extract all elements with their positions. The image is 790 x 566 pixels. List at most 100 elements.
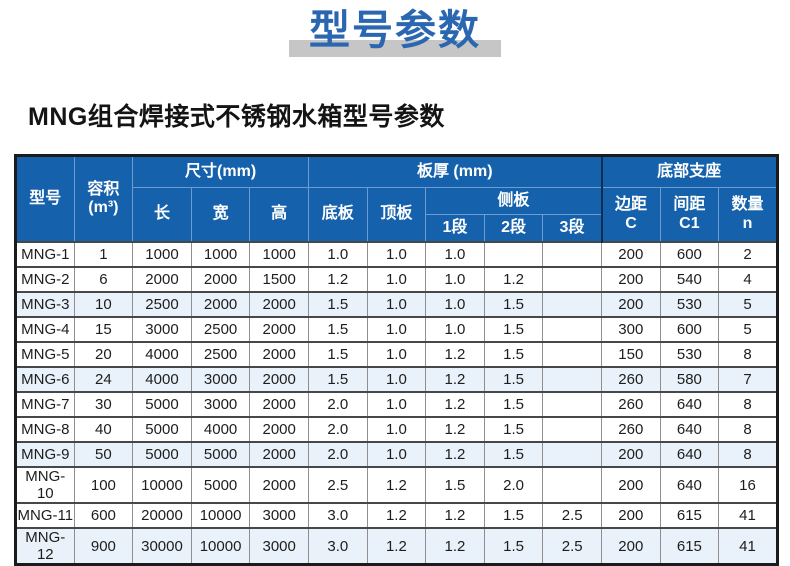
table-cell — [542, 266, 602, 293]
table-cell: 1.2 — [366, 502, 427, 529]
table-cell: 1.2 — [425, 441, 485, 468]
table-cell: MNG-8 — [15, 416, 75, 443]
table-cell: 2.5 — [542, 502, 602, 529]
table-cell: MNG-3 — [15, 291, 75, 318]
table-cell: 3000 — [132, 316, 192, 343]
table-cell: 2.0 — [308, 391, 368, 418]
section-title: MNG组合焊接式不锈钢水箱型号参数 — [28, 103, 445, 131]
table-cell: 1.0 — [366, 266, 427, 293]
table-cell: 4000 — [132, 366, 192, 393]
table-cell: 3000 — [190, 391, 251, 418]
table-cell: 640 — [659, 416, 720, 443]
table-cell: 1.0 — [366, 341, 427, 368]
table-cell: 200 — [601, 291, 661, 318]
table-cell: 100 — [73, 466, 134, 504]
table-cell: 200 — [601, 527, 661, 566]
header-top-plate: 顶板 — [366, 187, 427, 243]
page-header: 型号参数 — [0, 4, 790, 64]
table-cell: 16 — [718, 466, 778, 504]
table-cell: 1.0 — [366, 241, 427, 268]
header-quantity-line2: n — [742, 214, 753, 232]
table-cell: 30 — [73, 391, 134, 418]
header-segment1: 1段 — [425, 214, 485, 243]
table-cell: 1.5 — [483, 391, 544, 418]
header-segment2: 2段 — [483, 214, 544, 243]
header-edge-line1: 边距 — [615, 196, 648, 214]
table-cell: 640 — [659, 441, 720, 468]
table-cell: 1.5 — [483, 366, 544, 393]
table-cell: 1500 — [249, 266, 309, 293]
table-cell: 2.0 — [308, 441, 368, 468]
table-cell: 10000 — [190, 502, 251, 529]
table-cell: 2000 — [249, 341, 309, 368]
table-cell: 2.5 — [308, 466, 368, 504]
table-cell: 540 — [659, 266, 720, 293]
table-cell: 1.5 — [483, 416, 544, 443]
table-row: MNG-4 15 3000 2500 2000 1.5 1.0 1.0 1.5 300 600 5 — [15, 316, 778, 343]
table-cell: 2000 — [190, 266, 251, 293]
table-cell: 600 — [659, 241, 720, 268]
table-cell: 4000 — [132, 341, 192, 368]
table-cell: 2000 — [249, 466, 309, 504]
table-cell — [483, 241, 544, 268]
spec-table: 型号 容积 (m³) 尺寸(mm) 板厚 (mm) 底部支座 长 宽 高 底板 … — [14, 154, 779, 566]
table-cell: MNG-1 — [15, 241, 75, 268]
table-cell: 530 — [659, 291, 720, 318]
header-model: 型号 — [15, 155, 75, 243]
table-cell: 4 — [718, 266, 778, 293]
table-cell: 1.5 — [308, 291, 368, 318]
table-cell: 40 — [73, 416, 134, 443]
table-cell: 200 — [601, 266, 661, 293]
table-cell: 1.5 — [483, 341, 544, 368]
table-cell: 200 — [601, 241, 661, 268]
header-height: 高 — [249, 187, 309, 243]
table-cell: 2000 — [249, 316, 309, 343]
table-cell: 1.0 — [425, 266, 485, 293]
table-cell: 260 — [601, 366, 661, 393]
table-cell: 7 — [718, 366, 778, 393]
table-cell: 640 — [659, 391, 720, 418]
table-row: MNG-2 6 2000 2000 1500 1.2 1.0 1.0 1.2 200 540 4 — [15, 266, 778, 293]
table-cell — [542, 291, 602, 318]
table-cell: 2.0 — [308, 416, 368, 443]
table-cell: 5000 — [132, 416, 192, 443]
table-cell: 200 — [601, 466, 661, 504]
table-cell: 8 — [718, 391, 778, 418]
table-cell: 5 — [718, 316, 778, 343]
table-cell: 4000 — [190, 416, 251, 443]
table-cell — [542, 366, 602, 393]
table-cell: 1.0 — [366, 391, 427, 418]
table-cell: MNG-7 — [15, 391, 75, 418]
table-cell: 1.0 — [308, 241, 368, 268]
table-cell: 640 — [659, 466, 720, 504]
table-cell: 260 — [601, 416, 661, 443]
table-cell: 5000 — [190, 466, 251, 504]
table-cell: 530 — [659, 341, 720, 368]
table-cell: 20000 — [132, 502, 192, 529]
table-cell — [542, 391, 602, 418]
table-cell: 1.5 — [483, 441, 544, 468]
table-row: MNG-10 100 10000 5000 2000 2.5 1.2 1.5 2.0 200 640… — [15, 466, 778, 504]
header-volume-line1: 容积 — [87, 180, 120, 198]
table-cell: 1.2 — [425, 527, 485, 566]
table-cell: 1.5 — [483, 291, 544, 318]
table-cell — [542, 241, 602, 268]
title-shadow-band — [289, 40, 501, 57]
table-cell: 8 — [718, 416, 778, 443]
table-cell: 1.2 — [308, 266, 368, 293]
page: 型号参数 MNG组合焊接式不锈钢水箱型号参数 型号 容积 (m³) 尺寸(mm)… — [0, 4, 790, 566]
table-cell: 2000 — [249, 416, 309, 443]
table-cell: 3000 — [190, 366, 251, 393]
table-cell: 260 — [601, 391, 661, 418]
table-cell: 50 — [73, 441, 134, 468]
header-quantity: 数量 n — [718, 187, 778, 243]
table-cell: 1.2 — [483, 266, 544, 293]
table-cell: MNG-5 — [15, 341, 75, 368]
table-cell: 300 — [601, 316, 661, 343]
table-cell: 1.5 — [483, 527, 544, 566]
header-segment3: 3段 — [542, 214, 602, 243]
table-cell: 30000 — [132, 527, 192, 566]
table-cell: 2500 — [190, 316, 251, 343]
table-cell: 600 — [73, 502, 134, 529]
table-cell: 10000 — [132, 466, 192, 504]
